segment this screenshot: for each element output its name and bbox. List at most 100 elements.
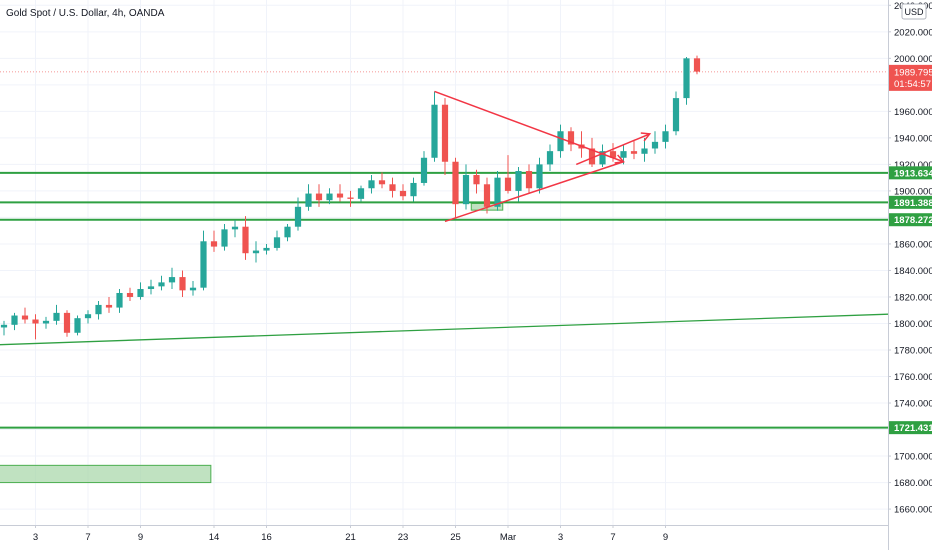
candle-body[interactable] [431,104,438,158]
level-price-tag [889,195,932,209]
candle-body[interactable] [326,193,333,201]
candle-body[interactable] [683,58,690,99]
price-tick-label: 1840.000 [894,266,932,277]
candle-body[interactable] [473,175,480,185]
date-tick-label: 7 [85,532,90,543]
candle-body[interactable] [378,180,386,185]
candle-body[interactable] [11,315,18,325]
candle-body[interactable] [284,226,291,238]
price-tick-label: 1740.000 [894,399,932,410]
candle-body[interactable] [189,287,197,291]
candle-body[interactable] [494,177,501,207]
candle-body[interactable] [0,324,8,328]
price-tick-label: 1860.000 [894,239,932,250]
price-tick-label: 2000.000 [894,54,932,65]
candle-body[interactable] [200,241,207,288]
candle-body[interactable] [32,319,39,324]
candle-body[interactable] [263,247,270,251]
triangle-drawing[interactable] [434,90,652,223]
candle-body[interactable] [273,237,281,248]
candles[interactable] [0,55,701,340]
candle-body[interactable] [116,292,123,308]
candle-body[interactable] [441,104,449,162]
triangle-lower-line[interactable] [444,161,624,223]
candle-body[interactable] [483,184,491,207]
candle-body[interactable] [567,131,575,145]
candle-body[interactable] [368,180,375,189]
date-tick-label: 9 [663,532,668,543]
candle-body[interactable] [389,184,396,191]
triangle-upper-line[interactable] [434,90,624,163]
candle-body[interactable] [672,98,680,132]
candle-body[interactable] [410,182,417,197]
zones[interactable] [0,203,504,484]
candle-body[interactable] [137,289,144,297]
candle-body[interactable] [641,148,648,154]
candle-body[interactable] [557,131,564,152]
candle-body[interactable] [693,58,701,72]
price-tick-label: 1780.000 [894,346,932,357]
price-tick-label: 1760.000 [894,372,932,383]
candle-body[interactable] [620,151,627,158]
current-price-tag [889,64,932,91]
breakout-arrow[interactable] [575,133,651,166]
rising-trendline[interactable] [0,313,889,346]
candle-body[interactable] [210,241,218,247]
candle-body[interactable] [609,151,617,158]
candle-body[interactable] [42,320,50,324]
candle-body[interactable] [546,151,554,165]
candle-body[interactable] [252,250,260,254]
candle-body[interactable] [536,164,543,189]
candle-body[interactable] [315,193,323,201]
candle-body[interactable] [525,171,533,189]
candle-body[interactable] [21,315,29,320]
candle-body[interactable] [651,141,659,149]
candle-body[interactable] [158,282,165,287]
candle-body[interactable] [357,188,365,199]
candle-body[interactable] [515,171,522,191]
candle-body[interactable] [294,206,302,227]
level-price-tag [889,213,932,227]
candle-body[interactable] [242,226,249,254]
candle-body[interactable] [462,175,470,205]
candle-body[interactable] [84,314,92,319]
candle-body[interactable] [105,304,113,308]
time-axis-bg [0,525,888,550]
candle-body[interactable] [630,151,638,154]
date-tick-label: Mar [500,532,516,543]
bar-countdown-label: 01:54:57 [894,79,931,90]
currency-badge[interactable] [901,3,927,20]
date-tick-label: 14 [209,532,220,543]
candle-body[interactable] [74,318,81,333]
candle-body[interactable] [504,177,512,191]
candle-body[interactable] [126,292,134,297]
price-tick-label: 1680.000 [894,478,932,489]
candle-body[interactable] [420,157,428,183]
level-price-label: 1891.388 [894,198,932,209]
horizontal-levels[interactable] [0,71,888,429]
candle-body[interactable] [147,286,155,290]
date-tick-label: 25 [450,532,461,543]
candle-body[interactable] [452,161,459,205]
candle-body[interactable] [53,312,60,321]
candle-body[interactable] [599,151,606,165]
candle-body[interactable] [221,229,228,247]
support-zone[interactable] [0,464,212,484]
candle-body[interactable] [399,190,407,197]
candle-body[interactable] [662,131,669,142]
trendlines[interactable] [0,313,889,346]
candle-body[interactable] [305,193,312,207]
candle-body[interactable] [63,312,71,333]
candle-body[interactable] [231,226,239,230]
candle-body[interactable] [347,197,354,199]
level-price-label: 1721.431 [894,423,932,434]
candle-body[interactable] [95,304,102,315]
candle-body[interactable] [588,148,596,165]
candle-body[interactable] [179,277,186,291]
candle-body[interactable] [168,277,176,283]
candle-body[interactable] [336,193,344,198]
date-tick-label: 21 [345,532,356,543]
date-tick-label: 3 [558,532,563,543]
